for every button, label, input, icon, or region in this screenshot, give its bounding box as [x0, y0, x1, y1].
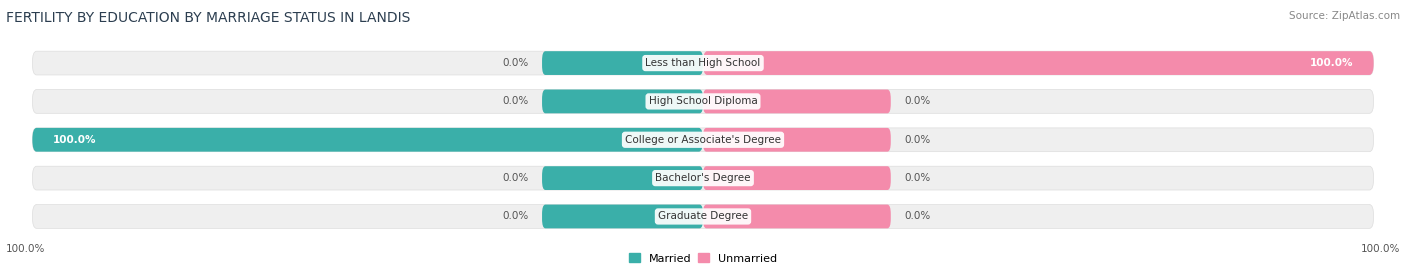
FancyBboxPatch shape — [703, 166, 891, 190]
Text: College or Associate's Degree: College or Associate's Degree — [626, 135, 780, 145]
FancyBboxPatch shape — [32, 205, 1374, 228]
Text: 0.0%: 0.0% — [904, 173, 931, 183]
Text: 100.0%: 100.0% — [1361, 244, 1400, 254]
Text: 0.0%: 0.0% — [502, 211, 529, 221]
Text: 0.0%: 0.0% — [904, 135, 931, 145]
Text: 0.0%: 0.0% — [904, 211, 931, 221]
FancyBboxPatch shape — [703, 205, 891, 228]
Text: 0.0%: 0.0% — [502, 96, 529, 107]
FancyBboxPatch shape — [32, 90, 1374, 113]
Text: FERTILITY BY EDUCATION BY MARRIAGE STATUS IN LANDIS: FERTILITY BY EDUCATION BY MARRIAGE STATU… — [6, 11, 411, 25]
Text: 100.0%: 100.0% — [1310, 58, 1354, 68]
FancyBboxPatch shape — [703, 51, 1374, 75]
Text: 0.0%: 0.0% — [502, 58, 529, 68]
Text: Less than High School: Less than High School — [645, 58, 761, 68]
FancyBboxPatch shape — [32, 128, 1374, 152]
FancyBboxPatch shape — [543, 205, 703, 228]
Text: 0.0%: 0.0% — [502, 173, 529, 183]
FancyBboxPatch shape — [32, 51, 1374, 75]
FancyBboxPatch shape — [543, 51, 703, 75]
Text: Source: ZipAtlas.com: Source: ZipAtlas.com — [1289, 11, 1400, 21]
FancyBboxPatch shape — [543, 166, 703, 190]
FancyBboxPatch shape — [543, 90, 703, 113]
FancyBboxPatch shape — [703, 128, 891, 152]
Text: 0.0%: 0.0% — [904, 96, 931, 107]
Text: High School Diploma: High School Diploma — [648, 96, 758, 107]
FancyBboxPatch shape — [32, 166, 1374, 190]
Text: Bachelor's Degree: Bachelor's Degree — [655, 173, 751, 183]
Text: Graduate Degree: Graduate Degree — [658, 211, 748, 221]
Legend: Married, Unmarried: Married, Unmarried — [627, 251, 779, 266]
FancyBboxPatch shape — [703, 90, 891, 113]
FancyBboxPatch shape — [32, 128, 703, 152]
Text: 100.0%: 100.0% — [6, 244, 45, 254]
Text: 100.0%: 100.0% — [52, 135, 96, 145]
